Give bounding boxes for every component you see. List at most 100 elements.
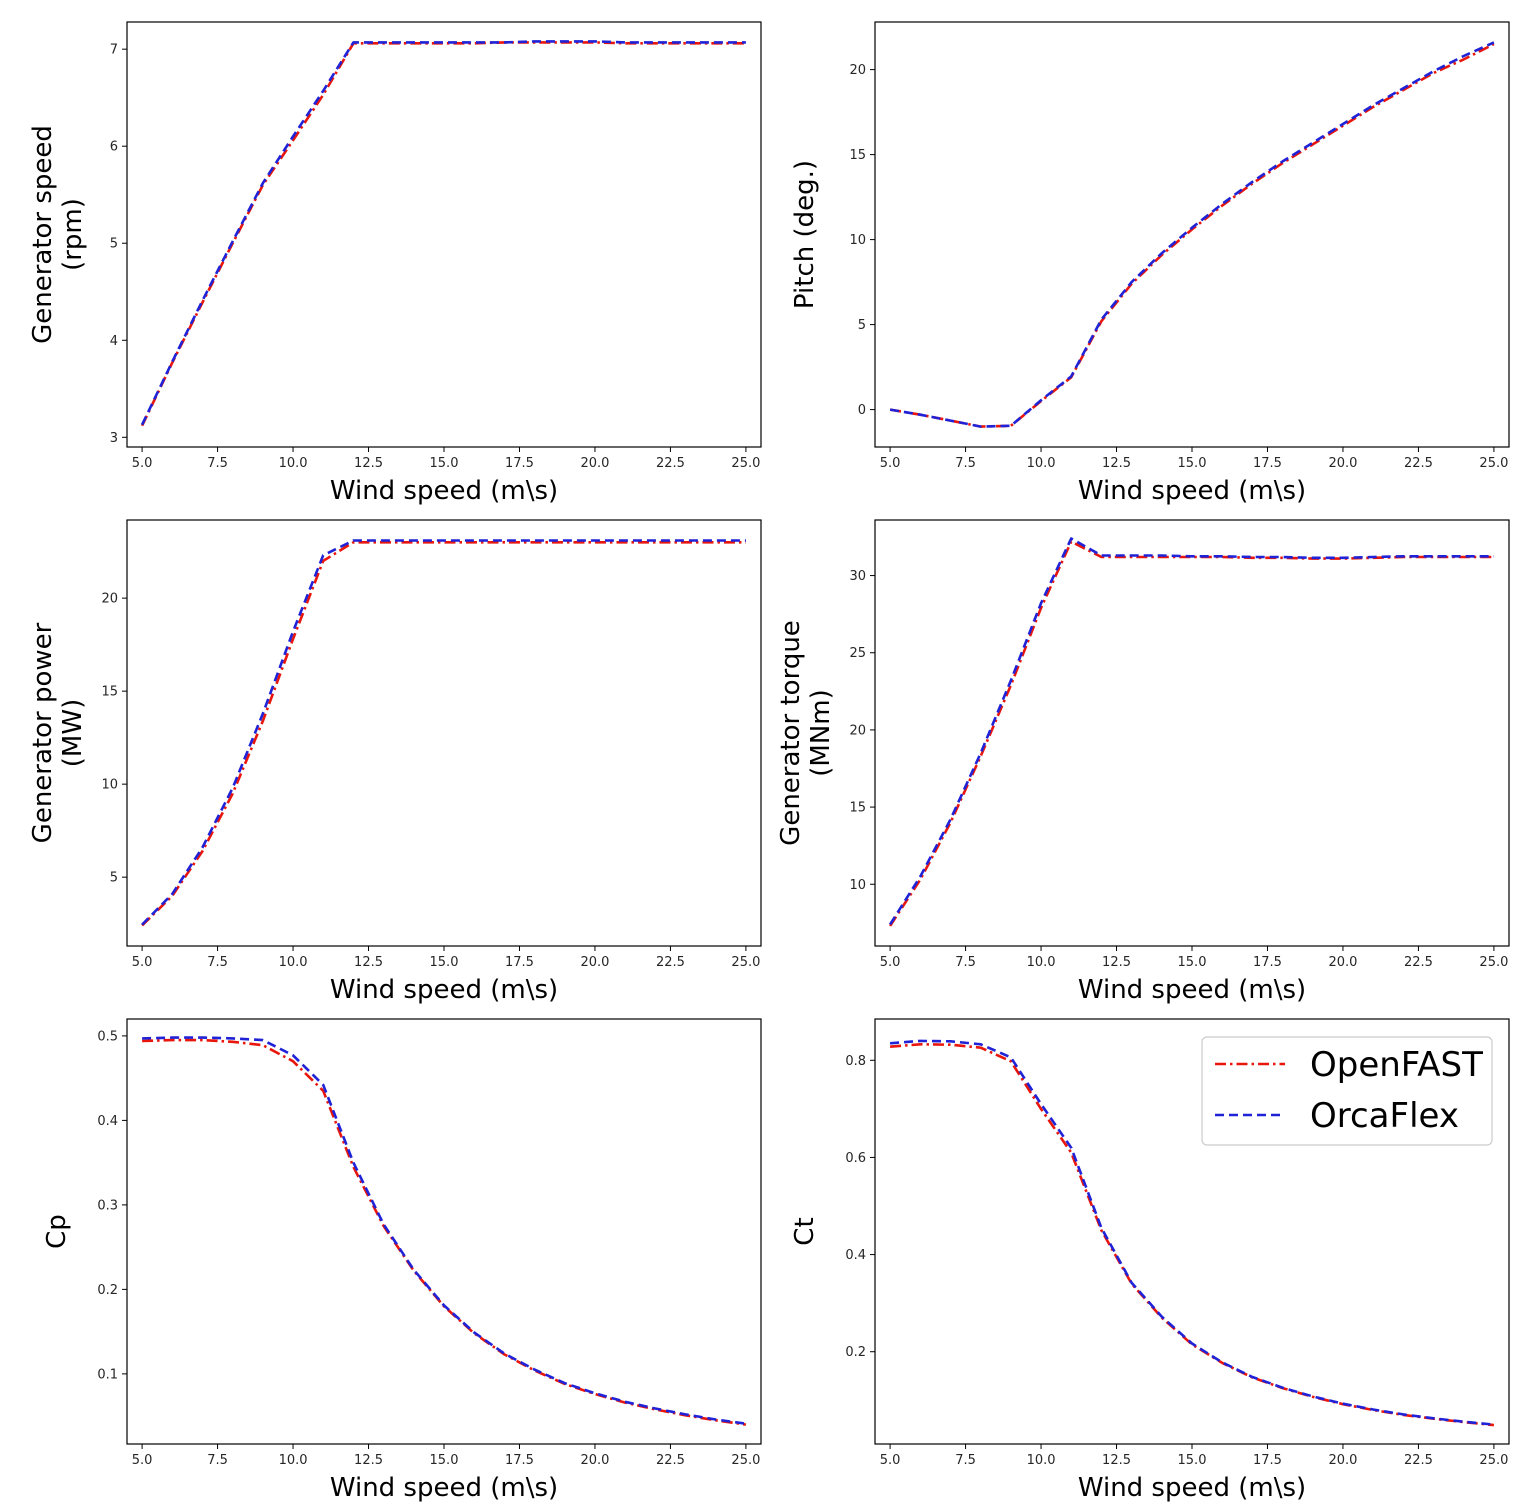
y-axis-label: Ct [790, 1217, 820, 1245]
x-tick-label: 25.0 [1479, 456, 1508, 471]
chart-panel-4: 5.0 7.5 10.0 12.5 15.0 17.5 20.0 22.5 25.0 10 15 20… [776, 519, 1510, 1005]
plot-frame [874, 519, 1510, 947]
x-tick-label: 5.0 [132, 456, 153, 471]
x-tick-label: 17.5 [1253, 456, 1282, 471]
y-axis-label: Pitch (deg.) [790, 160, 820, 309]
plot-frame [874, 1018, 1510, 1445]
chart-panel-2: 5.0 7.5 10.0 12.5 15.0 17.5 20.0 22.5 25.0 0 5 10 15… [790, 21, 1510, 506]
x-tick-label: 22.5 [656, 955, 685, 970]
x-tick-label: 7.5 [955, 1453, 976, 1468]
series-line-orcaflex [141, 539, 746, 926]
x-tick-label: 22.5 [656, 1453, 685, 1468]
series-line-openfast [141, 540, 746, 927]
y-tick-label: 7 [110, 43, 118, 58]
x-tick-label: 12.5 [354, 456, 383, 471]
x-tick-label: 5.0 [132, 1453, 153, 1468]
series-line-openfast [140, 41, 746, 427]
x-tick-label: 15.0 [1178, 1453, 1207, 1468]
x-axis-label: Wind speed (m\s) [330, 975, 558, 1005]
x-tick-label: 20.0 [1328, 955, 1357, 970]
x-tick-label: 25.0 [731, 456, 760, 471]
x-axis-label: Wind speed (m\s) [330, 1473, 558, 1503]
x-tick-label: 15.0 [1178, 955, 1207, 970]
x-tick-label: 7.5 [207, 955, 228, 970]
y-tick-label: 0.3 [97, 1198, 118, 1213]
series-line-orcaflex [889, 1039, 1495, 1426]
series-line-openfast [142, 1038, 747, 1426]
y-tick-label: 0.4 [845, 1248, 866, 1263]
y-axis-label: Generator power [28, 622, 58, 843]
series-line-openfast [889, 1043, 1495, 1427]
x-axis-label: Wind speed (m\s) [1078, 1473, 1306, 1503]
x-tick-label: 17.5 [1253, 955, 1282, 970]
y-tick-label: 25 [849, 646, 866, 661]
y-axis-label: (MW) [58, 699, 88, 767]
x-tick-label: 10.0 [279, 1453, 308, 1468]
x-tick-label: 25.0 [731, 1453, 760, 1468]
y-tick-label: 0.2 [97, 1283, 118, 1298]
x-tick-label: 10.0 [1027, 456, 1056, 471]
y-tick-label: 6 [110, 140, 118, 155]
y-tick-label: 0.1 [97, 1367, 118, 1382]
legend-label-orcaflex: OrcaFlex [1310, 1096, 1459, 1136]
x-tick-label: 5.0 [880, 1453, 901, 1468]
plot-frame [126, 21, 762, 448]
chart-panel-6: 5.0 7.5 10.0 12.5 15.0 17.5 20.0 22.5 25.0 0.2 0.4… [790, 1018, 1510, 1503]
x-tick-label: 17.5 [505, 456, 534, 471]
x-tick-label: 12.5 [1102, 1453, 1131, 1468]
x-tick-label: 22.5 [1404, 955, 1433, 970]
x-tick-label: 5.0 [880, 955, 901, 970]
x-axis-label: Wind speed (m\s) [330, 476, 558, 506]
y-tick-label: 4 [110, 334, 118, 349]
y-tick-label: 10 [101, 778, 118, 793]
y-axis-label: Generator torque [776, 620, 806, 846]
y-tick-label: 0 [858, 403, 866, 418]
y-axis-label: Generator speed [28, 125, 58, 344]
y-tick-label: 20 [849, 723, 866, 738]
y-tick-label: 0.5 [97, 1029, 118, 1044]
x-tick-label: 12.5 [1102, 456, 1131, 471]
x-tick-label: 25.0 [1479, 1453, 1508, 1468]
x-tick-label: 22.5 [656, 456, 685, 471]
x-tick-label: 25.0 [1479, 955, 1508, 970]
x-tick-label: 7.5 [207, 456, 228, 471]
y-tick-label: 5 [110, 871, 118, 886]
series-line-orcaflex [889, 537, 1494, 926]
x-tick-label: 17.5 [1253, 1453, 1282, 1468]
y-tick-label: 15 [101, 685, 118, 700]
y-tick-label: 0.2 [845, 1345, 866, 1360]
x-tick-label: 10.0 [1027, 955, 1056, 970]
y-tick-label: 5 [110, 237, 118, 252]
x-tick-label: 15.0 [430, 1453, 459, 1468]
series-line-openfast [889, 42, 1495, 428]
x-tick-label: 10.0 [1027, 1453, 1056, 1468]
y-axis-label: Cp [42, 1214, 72, 1249]
legend: OpenFAST OrcaFlex [1201, 1036, 1493, 1146]
y-tick-label: 0.6 [845, 1151, 866, 1166]
x-tick-label: 15.0 [430, 456, 459, 471]
series-line-orcaflex [142, 1036, 747, 1425]
x-axis-label: Wind speed (m\s) [1078, 476, 1306, 506]
chart-panel-1: 5.0 7.5 10.0 12.5 15.0 17.5 20.0 22.5 25.0 3 4 5 6 7 W… [28, 21, 762, 506]
plot-frame [126, 1018, 762, 1445]
plot-frame [126, 519, 762, 947]
y-tick-label: 15 [849, 801, 866, 816]
x-tick-label: 5.0 [132, 955, 153, 970]
series-line-orcaflex [140, 40, 746, 426]
x-tick-label: 5.0 [880, 456, 901, 471]
x-tick-label: 10.0 [279, 955, 308, 970]
y-axis-label: (rpm) [58, 198, 88, 271]
x-tick-label: 20.0 [1328, 456, 1357, 471]
x-tick-label: 12.5 [354, 955, 383, 970]
x-tick-label: 15.0 [430, 955, 459, 970]
y-tick-label: 5 [858, 318, 866, 333]
series-line-orcaflex [889, 41, 1495, 428]
x-tick-label: 20.0 [580, 955, 609, 970]
x-tick-label: 17.5 [505, 955, 534, 970]
x-tick-label: 22.5 [1404, 1453, 1433, 1468]
y-tick-label: 0.4 [97, 1114, 118, 1129]
x-tick-label: 7.5 [955, 456, 976, 471]
x-tick-label: 7.5 [207, 1453, 228, 1468]
x-tick-label: 15.0 [1178, 456, 1207, 471]
